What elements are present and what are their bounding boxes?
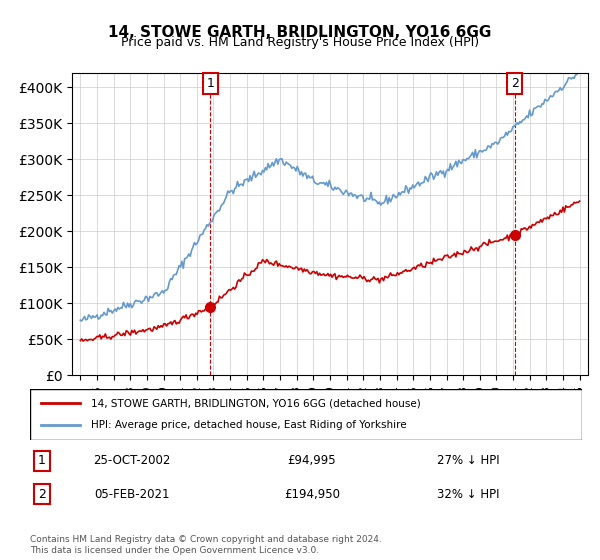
Text: £194,950: £194,950 [284, 488, 340, 501]
Text: 05-FEB-2021: 05-FEB-2021 [94, 488, 170, 501]
Text: This data is licensed under the Open Government Licence v3.0.: This data is licensed under the Open Gov… [30, 546, 319, 555]
Text: 2: 2 [511, 77, 518, 90]
Text: Contains HM Land Registry data © Crown copyright and database right 2024.: Contains HM Land Registry data © Crown c… [30, 535, 382, 544]
Text: 1: 1 [206, 77, 214, 90]
Text: 1: 1 [38, 454, 46, 467]
Text: £94,995: £94,995 [287, 454, 337, 467]
Text: 25-OCT-2002: 25-OCT-2002 [94, 454, 170, 467]
FancyBboxPatch shape [30, 389, 582, 440]
Text: 27% ↓ HPI: 27% ↓ HPI [437, 454, 499, 467]
Text: 14, STOWE GARTH, BRIDLINGTON, YO16 6GG (detached house): 14, STOWE GARTH, BRIDLINGTON, YO16 6GG (… [91, 398, 421, 408]
Text: Price paid vs. HM Land Registry's House Price Index (HPI): Price paid vs. HM Land Registry's House … [121, 36, 479, 49]
Text: 2: 2 [38, 488, 46, 501]
Text: 14, STOWE GARTH, BRIDLINGTON, YO16 6GG: 14, STOWE GARTH, BRIDLINGTON, YO16 6GG [109, 25, 491, 40]
Text: HPI: Average price, detached house, East Riding of Yorkshire: HPI: Average price, detached house, East… [91, 421, 406, 431]
Text: 32% ↓ HPI: 32% ↓ HPI [437, 488, 499, 501]
